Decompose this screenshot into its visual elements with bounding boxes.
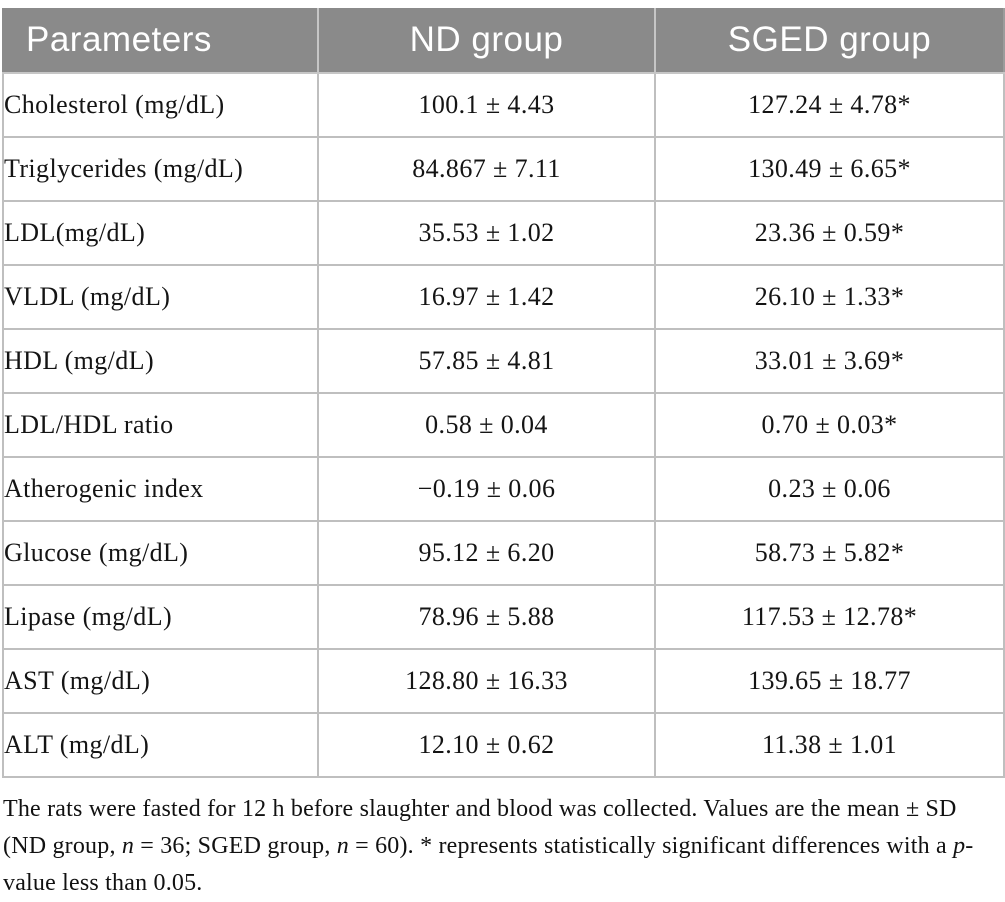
cell-sged-value: 0.23 ± 0.06: [654, 456, 1005, 522]
cell-nd-value: 12.10 ± 0.62: [317, 712, 656, 778]
cell-nd-value: −0.19 ± 0.06: [317, 456, 656, 522]
cell-nd-value: 100.1 ± 4.43: [317, 72, 656, 138]
column-header-sged-group: SGED group: [654, 8, 1005, 74]
cell-parameter: LDL(mg/dL): [2, 200, 319, 266]
cell-parameter: Triglycerides (mg/dL): [2, 136, 319, 202]
cell-sged-value: 0.70 ± 0.03*: [654, 392, 1005, 458]
cell-parameter: AST (mg/dL): [2, 648, 319, 714]
footnote-segment: = 60). * represents statistically signif…: [348, 833, 954, 859]
table-row: Triglycerides (mg/dL) 84.867 ± 7.11 130.…: [2, 136, 1005, 202]
cell-parameter: LDL/HDL ratio: [2, 392, 319, 458]
table-row: VLDL (mg/dL) 16.97 ± 1.42 26.10 ± 1.33*: [2, 264, 1005, 330]
cell-parameter: Atherogenic index: [2, 456, 319, 522]
cell-sged-value: 11.38 ± 1.01: [654, 712, 1005, 778]
cell-nd-value: 128.80 ± 16.33: [317, 648, 656, 714]
cell-nd-value: 84.867 ± 7.11: [317, 136, 656, 202]
table-row: LDL/HDL ratio 0.58 ± 0.04 0.70 ± 0.03*: [2, 392, 1005, 458]
footnote-segment: p: [953, 833, 966, 859]
cell-nd-value: 78.96 ± 5.88: [317, 584, 656, 650]
cell-sged-value: 139.65 ± 18.77: [654, 648, 1005, 714]
header-row: Parameters ND group SGED group: [2, 8, 1005, 74]
table-row: HDL (mg/dL) 57.85 ± 4.81 33.01 ± 3.69*: [2, 328, 1005, 394]
cell-nd-value: 95.12 ± 6.20: [317, 520, 656, 586]
parameters-table: Parameters ND group SGED group Cholester…: [2, 8, 1005, 778]
cell-parameter: Lipase (mg/dL): [2, 584, 319, 650]
table-row: Lipase (mg/dL) 78.96 ± 5.88 117.53 ± 12.…: [2, 584, 1005, 650]
cell-sged-value: 23.36 ± 0.59*: [654, 200, 1005, 266]
cell-parameter: Glucose (mg/dL): [2, 520, 319, 586]
table-row: Atherogenic index −0.19 ± 0.06 0.23 ± 0.…: [2, 456, 1005, 522]
cell-parameter: VLDL (mg/dL): [2, 264, 319, 330]
footnote-segment: n: [336, 833, 349, 859]
cell-sged-value: 117.53 ± 12.78*: [654, 584, 1005, 650]
cell-parameter: Cholesterol (mg/dL): [2, 72, 319, 138]
column-header-parameters: Parameters: [2, 8, 319, 74]
cell-nd-value: 57.85 ± 4.81: [317, 328, 656, 394]
cell-nd-value: 16.97 ± 1.42: [317, 264, 656, 330]
table-row: LDL(mg/dL) 35.53 ± 1.02 23.36 ± 0.59*: [2, 200, 1005, 266]
cell-sged-value: 58.73 ± 5.82*: [654, 520, 1005, 586]
cell-nd-value: 35.53 ± 1.02: [317, 200, 656, 266]
cell-parameter: HDL (mg/dL): [2, 328, 319, 394]
footnote-segment: = 36; SGED group,: [134, 833, 337, 859]
table-row: AST (mg/dL) 128.80 ± 16.33 139.65 ± 18.7…: [2, 648, 1005, 714]
cell-sged-value: 33.01 ± 3.69*: [654, 328, 1005, 394]
cell-sged-value: 127.24 ± 4.78*: [654, 72, 1005, 138]
column-header-nd-group: ND group: [317, 8, 656, 74]
table-footnote: The rats were fasted for 12 h before sla…: [3, 791, 1003, 902]
table-row: Glucose (mg/dL) 95.12 ± 6.20 58.73 ± 5.8…: [2, 520, 1005, 586]
table-row: ALT (mg/dL) 12.10 ± 0.62 11.38 ± 1.01: [2, 712, 1005, 778]
cell-sged-value: 26.10 ± 1.33*: [654, 264, 1005, 330]
footnote-segment: n: [121, 833, 135, 859]
footnote-segment: The rats were fasted for 12 h before sla…: [3, 796, 957, 859]
table-row: Cholesterol (mg/dL) 100.1 ± 4.43 127.24 …: [2, 72, 1005, 138]
cell-parameter: ALT (mg/dL): [2, 712, 319, 778]
cell-sged-value: 130.49 ± 6.65*: [654, 136, 1005, 202]
cell-nd-value: 0.58 ± 0.04: [317, 392, 656, 458]
